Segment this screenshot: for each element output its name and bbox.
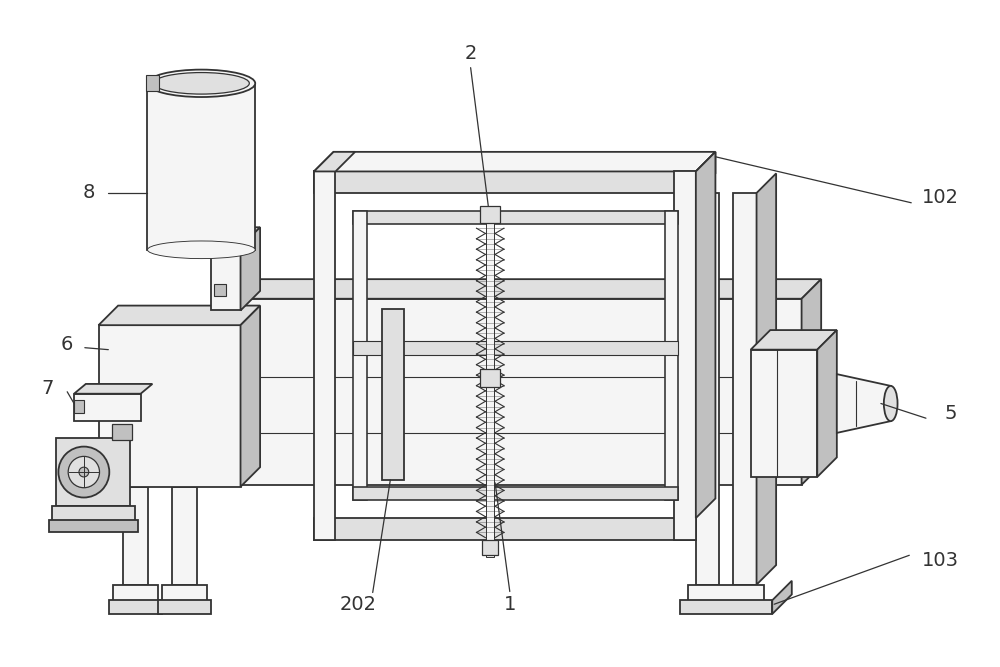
- Bar: [99, 325, 241, 487]
- Circle shape: [79, 467, 89, 477]
- Text: 2: 2: [464, 45, 477, 63]
- Bar: [680, 600, 772, 614]
- Bar: [674, 171, 696, 540]
- Bar: [353, 487, 678, 500]
- Polygon shape: [241, 227, 260, 311]
- Ellipse shape: [147, 241, 255, 259]
- Polygon shape: [757, 173, 776, 585]
- Text: 102: 102: [922, 188, 959, 207]
- Bar: [486, 219, 494, 557]
- Circle shape: [58, 447, 109, 498]
- Bar: [382, 309, 404, 480]
- Polygon shape: [224, 279, 821, 299]
- Text: 202: 202: [340, 595, 377, 614]
- Bar: [49, 520, 138, 532]
- Bar: [314, 171, 335, 540]
- Bar: [482, 540, 498, 556]
- Bar: [172, 487, 197, 585]
- Bar: [733, 193, 757, 585]
- Ellipse shape: [884, 386, 898, 421]
- Polygon shape: [696, 152, 715, 193]
- Bar: [112, 424, 132, 440]
- Text: 7: 7: [41, 380, 54, 398]
- Polygon shape: [314, 152, 715, 171]
- Ellipse shape: [153, 73, 249, 94]
- Polygon shape: [211, 227, 260, 247]
- Polygon shape: [99, 305, 260, 325]
- Bar: [147, 83, 255, 249]
- Circle shape: [68, 456, 100, 488]
- Text: 5: 5: [944, 404, 957, 423]
- Bar: [113, 585, 158, 602]
- Bar: [688, 585, 764, 602]
- Bar: [162, 585, 207, 602]
- Bar: [158, 600, 211, 614]
- Bar: [211, 247, 241, 311]
- Text: 1: 1: [504, 595, 516, 614]
- Polygon shape: [314, 152, 355, 171]
- Bar: [696, 193, 719, 585]
- Bar: [214, 284, 226, 295]
- Bar: [109, 600, 162, 614]
- Polygon shape: [817, 330, 837, 477]
- Polygon shape: [74, 384, 152, 394]
- Bar: [314, 518, 696, 540]
- Text: 6: 6: [61, 336, 73, 354]
- Bar: [751, 350, 817, 477]
- Polygon shape: [241, 305, 260, 487]
- Polygon shape: [772, 581, 792, 614]
- Bar: [224, 299, 802, 485]
- Bar: [56, 438, 130, 506]
- Bar: [52, 506, 135, 522]
- Polygon shape: [696, 152, 715, 518]
- Bar: [480, 205, 500, 223]
- Polygon shape: [837, 374, 891, 433]
- Bar: [74, 400, 84, 414]
- Ellipse shape: [147, 69, 255, 97]
- Bar: [74, 394, 141, 421]
- Bar: [353, 211, 678, 224]
- Polygon shape: [802, 279, 821, 485]
- Bar: [314, 171, 696, 193]
- Bar: [480, 370, 500, 387]
- Polygon shape: [751, 330, 837, 350]
- Bar: [353, 341, 678, 355]
- Bar: [665, 211, 678, 500]
- Bar: [123, 487, 148, 585]
- Text: 8: 8: [83, 183, 95, 203]
- Text: 103: 103: [922, 551, 959, 570]
- Bar: [353, 211, 367, 500]
- Bar: [146, 75, 159, 91]
